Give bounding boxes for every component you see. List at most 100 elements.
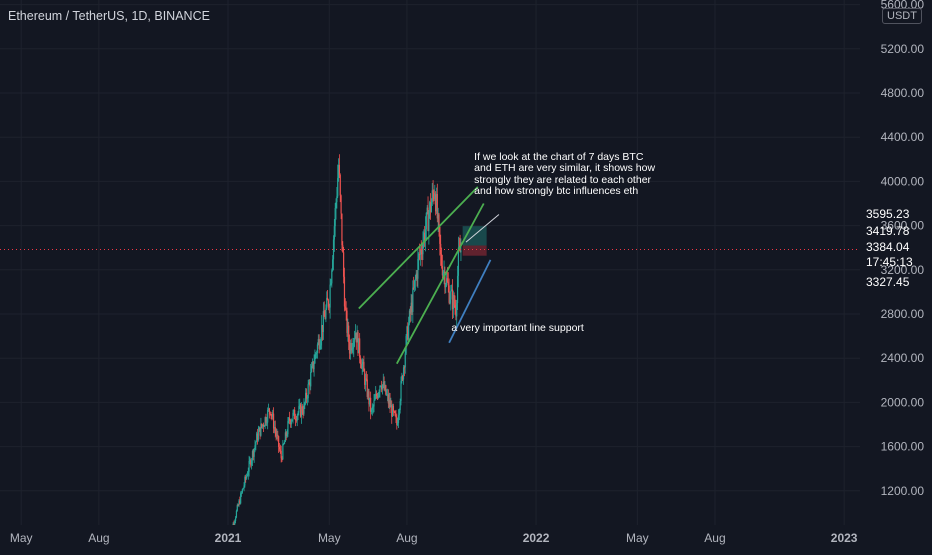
price-tick-label: 3200.00 <box>881 263 925 277</box>
candle-body <box>429 202 432 212</box>
annotation-line: strongly they are related to each other <box>474 173 652 186</box>
candle-body <box>250 460 252 466</box>
candle-body <box>316 352 318 354</box>
candle-body <box>386 394 388 396</box>
candle-body <box>341 213 343 246</box>
price-tick-label: 1200.00 <box>881 484 925 498</box>
candle-body <box>434 194 436 199</box>
candle-body <box>376 395 378 399</box>
candlestick-chart[interactable] <box>0 0 860 525</box>
candle-body <box>291 419 293 422</box>
channel-upper-line[interactable] <box>358 186 479 310</box>
candle-body <box>323 311 325 317</box>
candle-body <box>327 300 330 307</box>
candle-body <box>411 302 413 312</box>
support-trendline[interactable] <box>448 259 492 344</box>
candle-body <box>446 278 449 282</box>
price-tick-label: 2400.00 <box>881 351 925 365</box>
candle-body <box>451 289 453 291</box>
candle-body <box>397 422 399 425</box>
candle-body <box>260 423 262 436</box>
price-tag-mid: 3419.78 <box>866 224 910 238</box>
candle-body <box>358 338 360 354</box>
candle-body <box>325 308 327 319</box>
candle-body <box>366 379 368 397</box>
candle-body <box>290 421 292 425</box>
candle-body <box>234 521 236 525</box>
candle-body <box>447 281 449 286</box>
candles <box>232 154 462 525</box>
chart-plot-area[interactable]: Ethereum / TetherUS, 1D, BINANCE If we l… <box>0 0 860 525</box>
time-axis[interactable]: May Aug 2021 May Aug 2022 May Aug 2023 <box>0 525 860 550</box>
annotation-pointer-line[interactable] <box>465 214 500 243</box>
candle-body <box>379 386 381 392</box>
candle-body <box>390 405 392 408</box>
candle-body <box>338 164 341 175</box>
price-tick-label: 2800.00 <box>881 307 925 321</box>
candle-body <box>397 415 400 423</box>
candle-body <box>428 214 430 231</box>
candle-body <box>344 306 346 310</box>
candle-body <box>284 432 286 442</box>
candle-body <box>305 392 307 403</box>
candle-body <box>314 354 316 364</box>
candle-body <box>324 316 326 319</box>
candle-body <box>418 253 420 260</box>
candle-body <box>369 397 371 405</box>
annotation-correlation-note: If we look at the chart of 7 days BTC an… <box>474 150 655 198</box>
candle-body <box>310 366 313 372</box>
position-stop-zone[interactable] <box>462 245 487 256</box>
candle-body <box>256 433 259 441</box>
candle-body <box>240 492 243 494</box>
channel-lower-line[interactable] <box>396 203 485 365</box>
candle-body <box>239 500 241 504</box>
candle-body <box>329 284 331 308</box>
candle-body <box>373 400 375 407</box>
candle-body <box>354 332 357 339</box>
candle-body <box>234 517 237 522</box>
symbol-title: Ethereum / TetherUS, 1D, BINANCE <box>8 9 210 23</box>
candle-body <box>259 427 261 436</box>
candle-body <box>302 412 304 414</box>
candle-body <box>316 344 319 353</box>
candle-body <box>359 357 362 364</box>
candle-body <box>418 253 421 255</box>
candle-body <box>419 249 422 255</box>
candle-body <box>245 475 248 479</box>
candle-body <box>268 408 270 412</box>
candle-body <box>437 214 439 219</box>
time-tick-label: Aug <box>396 531 417 545</box>
candle-body <box>295 419 297 421</box>
candle-body <box>457 247 460 276</box>
candle-body <box>449 299 451 303</box>
time-axis-ticks: May Aug 2021 May Aug 2022 May Aug 2023 <box>10 531 858 545</box>
candle-body <box>375 393 378 396</box>
annotation-line: If we look at the chart of 7 days BTC <box>474 150 644 163</box>
candle-body <box>386 394 389 396</box>
candle-body <box>357 331 359 354</box>
candle-body <box>387 394 389 404</box>
time-tick-label: 2023 <box>831 531 858 545</box>
candle-body <box>435 194 438 212</box>
candle-body <box>456 303 458 317</box>
price-axis[interactable]: 5600.00 5200.00 4800.00 4400.00 4000.00 3600.… <box>860 0 932 550</box>
candle-body <box>412 287 414 312</box>
candle-body <box>317 339 319 345</box>
candle-body <box>286 434 288 436</box>
candle-body <box>441 265 443 276</box>
candle-body <box>294 409 296 420</box>
candle-body <box>257 431 259 441</box>
candle-body <box>321 324 324 333</box>
currency-badge[interactable]: USDT <box>882 8 922 24</box>
candle-body <box>246 475 249 477</box>
candle-body <box>270 414 272 416</box>
candle-body <box>402 375 404 380</box>
candle-body <box>450 290 452 300</box>
candle-body <box>391 405 394 417</box>
candle-body <box>424 229 427 242</box>
candle-body <box>442 272 444 276</box>
candle-body <box>430 202 433 212</box>
price-tick-label: 1600.00 <box>881 440 925 454</box>
candle-body <box>280 450 282 459</box>
candle-body <box>408 323 410 340</box>
